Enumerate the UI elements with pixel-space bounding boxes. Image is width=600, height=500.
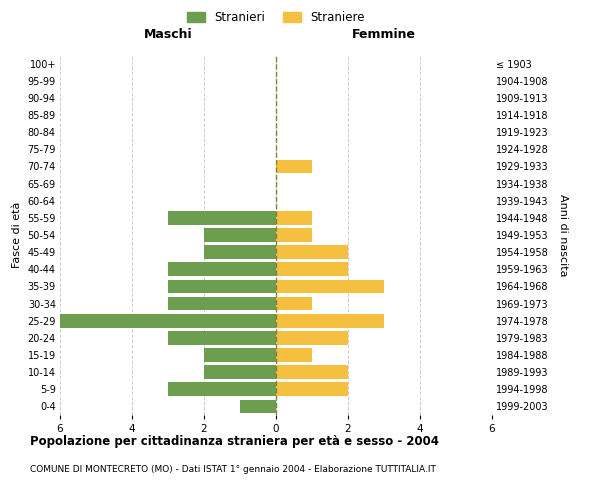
Bar [168,211,276,224]
Bar [240,400,276,413]
Legend: Stranieri, Straniere: Stranieri, Straniere [187,11,365,24]
Bar [204,228,276,242]
Bar [276,160,312,173]
Bar [276,382,348,396]
Bar [276,314,384,328]
Bar [276,246,348,259]
Text: Maschi: Maschi [143,28,193,42]
Bar [168,262,276,276]
Bar [276,348,312,362]
Bar [276,366,348,379]
Text: COMUNE DI MONTECRETO (MO) - Dati ISTAT 1° gennaio 2004 - Elaborazione TUTTITALIA: COMUNE DI MONTECRETO (MO) - Dati ISTAT 1… [30,465,436,474]
Bar [168,280,276,293]
Bar [276,228,312,242]
Bar [276,211,312,224]
Bar [276,296,312,310]
Bar [168,331,276,344]
Y-axis label: Anni di nascita: Anni di nascita [559,194,568,276]
Bar [276,262,348,276]
Bar [204,348,276,362]
Y-axis label: Fasce di età: Fasce di età [12,202,22,268]
Bar [204,246,276,259]
Bar [168,296,276,310]
Text: Femmine: Femmine [352,28,416,42]
Bar [168,382,276,396]
Bar [60,314,276,328]
Bar [204,366,276,379]
Text: Popolazione per cittadinanza straniera per età e sesso - 2004: Popolazione per cittadinanza straniera p… [30,435,439,448]
Bar [276,331,348,344]
Bar [276,280,384,293]
